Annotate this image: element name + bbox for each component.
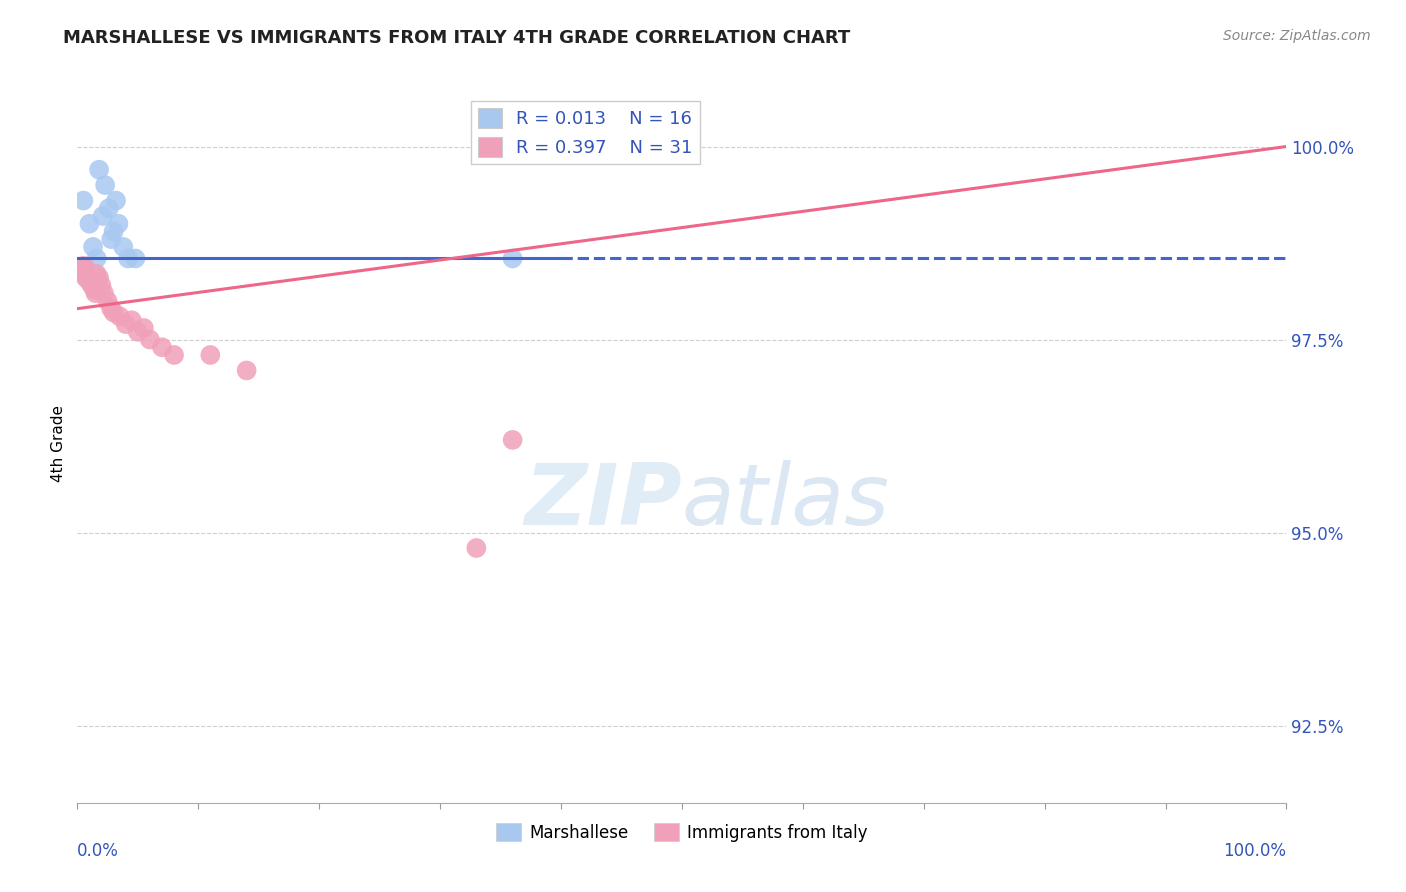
Point xyxy=(502,252,524,266)
Point xyxy=(465,541,488,555)
Point xyxy=(96,293,118,308)
Point xyxy=(163,348,186,362)
Point xyxy=(94,178,117,193)
Point xyxy=(235,363,257,377)
Point xyxy=(70,259,93,273)
Point xyxy=(90,278,112,293)
Point xyxy=(75,270,97,285)
Point xyxy=(108,310,131,324)
Point xyxy=(87,162,110,177)
Text: MARSHALLESE VS IMMIGRANTS FROM ITALY 4TH GRADE CORRELATION CHART: MARSHALLESE VS IMMIGRANTS FROM ITALY 4TH… xyxy=(63,29,851,46)
Text: 0.0%: 0.0% xyxy=(77,842,120,860)
Point xyxy=(100,301,122,316)
Point xyxy=(84,286,107,301)
Point xyxy=(80,278,103,293)
Point xyxy=(132,321,155,335)
Point xyxy=(150,340,173,354)
Point xyxy=(77,270,100,285)
Point xyxy=(76,270,98,285)
Point xyxy=(83,282,105,296)
Point xyxy=(502,433,524,447)
Point xyxy=(82,240,104,254)
Text: Source: ZipAtlas.com: Source: ZipAtlas.com xyxy=(1223,29,1371,43)
Point xyxy=(97,201,120,215)
Point xyxy=(87,270,110,285)
Point xyxy=(79,217,101,231)
Point xyxy=(91,209,114,223)
Point xyxy=(127,325,149,339)
Point xyxy=(72,194,94,208)
Point xyxy=(200,348,222,362)
Point xyxy=(86,252,108,266)
Point xyxy=(105,194,128,208)
Point xyxy=(100,232,122,246)
Text: ZIP: ZIP xyxy=(524,459,682,542)
Point xyxy=(87,275,110,289)
Legend: Marshallese, Immigrants from Italy: Marshallese, Immigrants from Italy xyxy=(489,817,875,848)
Point xyxy=(103,305,125,319)
Point xyxy=(112,240,135,254)
Point xyxy=(121,313,143,327)
Point xyxy=(103,224,125,238)
Point xyxy=(107,217,129,231)
Text: 100.0%: 100.0% xyxy=(1223,842,1286,860)
Point xyxy=(93,286,115,301)
Point xyxy=(79,275,101,289)
Y-axis label: 4th Grade: 4th Grade xyxy=(51,405,66,483)
Point xyxy=(124,252,146,266)
Point xyxy=(70,263,93,277)
Point xyxy=(72,263,94,277)
Point xyxy=(73,259,96,273)
Point xyxy=(86,267,108,281)
Text: atlas: atlas xyxy=(682,459,890,542)
Point xyxy=(139,333,162,347)
Point xyxy=(117,252,139,266)
Point xyxy=(114,317,136,331)
